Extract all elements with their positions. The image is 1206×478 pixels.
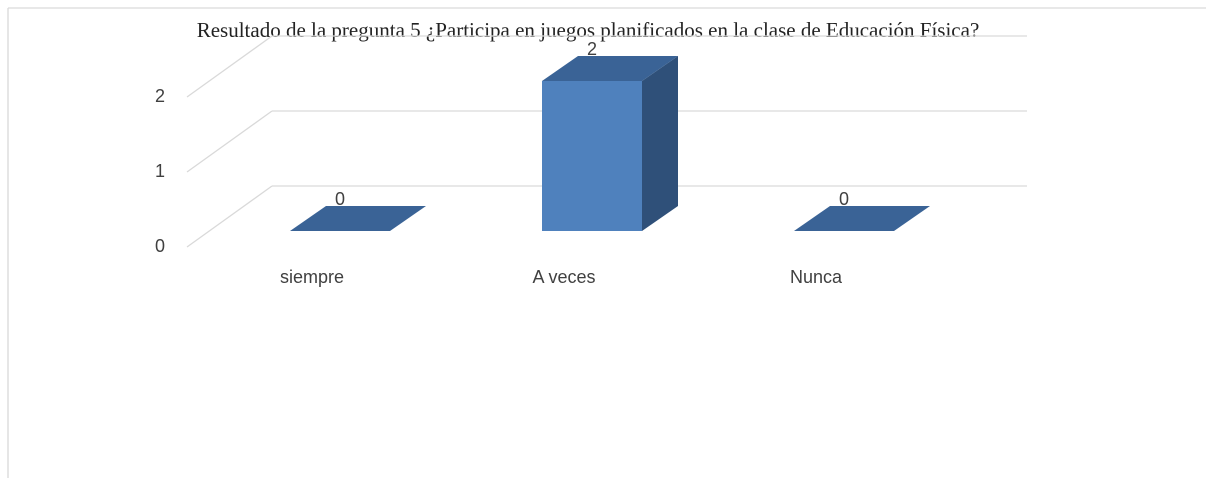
- bar: [542, 81, 642, 231]
- value-label: 0: [839, 189, 849, 209]
- bar-top: [542, 56, 678, 81]
- value-label: 0: [335, 189, 345, 209]
- y-tick-label: 2: [155, 86, 165, 106]
- chart-title: Resultado de la pregunta 5 ¿Participa en…: [197, 18, 980, 42]
- x-tick-label: siempre: [280, 267, 344, 287]
- x-tick-label: A veces: [532, 267, 595, 287]
- bar-top: [290, 206, 426, 231]
- x-tick-label: Nunca: [790, 267, 843, 287]
- bar-top: [794, 206, 930, 231]
- value-label: 2: [587, 39, 597, 59]
- grid-line: [186, 35, 273, 98]
- y-tick-label: 1: [155, 161, 165, 181]
- y-tick-label: 0: [155, 236, 165, 256]
- bar-side: [642, 56, 678, 231]
- grid-line: [186, 185, 273, 248]
- grid-line: [186, 110, 273, 173]
